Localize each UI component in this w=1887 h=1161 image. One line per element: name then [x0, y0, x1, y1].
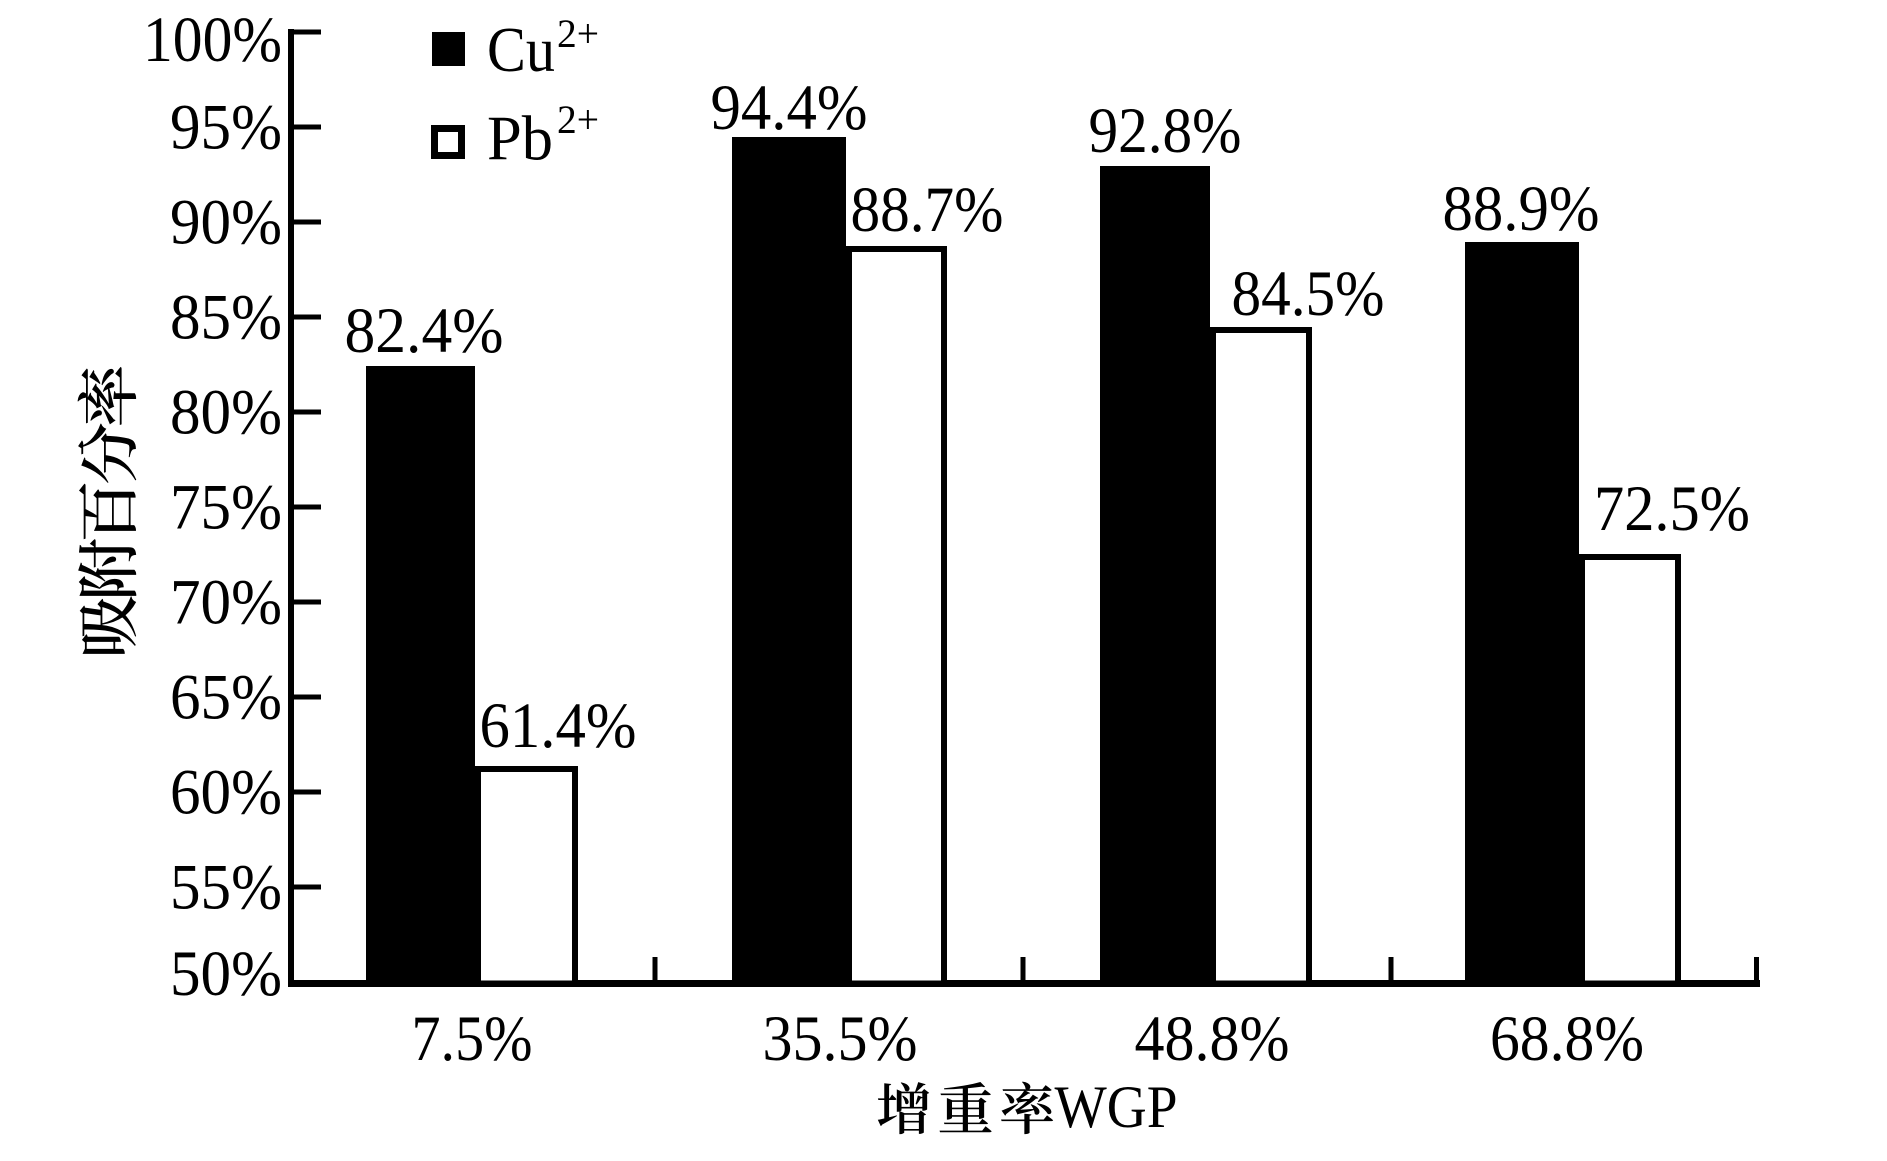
svg-text:84.5%: 84.5%: [1232, 258, 1385, 330]
svg-text:94.4%: 94.4%: [711, 72, 868, 144]
svg-text:61.4%: 61.4%: [480, 690, 637, 762]
svg-text:55%: 55%: [170, 852, 282, 924]
svg-text:68.8%: 68.8%: [1490, 1003, 1644, 1075]
svg-text:88.7%: 88.7%: [851, 174, 1004, 246]
svg-text:WGP: WGP: [1055, 1074, 1178, 1140]
svg-text:65%: 65%: [170, 662, 282, 734]
svg-text:88.9%: 88.9%: [1443, 173, 1600, 245]
svg-text:Pb: Pb: [487, 104, 553, 174]
svg-text:100%: 100%: [143, 4, 282, 76]
svg-text:75%: 75%: [170, 472, 282, 544]
svg-text:70%: 70%: [170, 567, 282, 639]
svg-text:48.8%: 48.8%: [1135, 1003, 1290, 1075]
svg-text:7.5%: 7.5%: [412, 1003, 533, 1075]
svg-text:90%: 90%: [170, 187, 282, 259]
svg-text:95%: 95%: [170, 92, 282, 164]
svg-text:50%: 50%: [170, 938, 282, 1010]
svg-text:2+: 2+: [557, 11, 599, 56]
svg-text:85%: 85%: [170, 282, 282, 354]
svg-text:72.5%: 72.5%: [1594, 473, 1750, 545]
svg-text:35.5%: 35.5%: [763, 1003, 918, 1075]
svg-text:92.8%: 92.8%: [1089, 95, 1242, 167]
svg-text:82.4%: 82.4%: [345, 295, 504, 367]
svg-text:60%: 60%: [170, 757, 282, 829]
svg-text:80%: 80%: [170, 377, 282, 449]
svg-text:2+: 2+: [557, 97, 599, 142]
svg-text:Cu: Cu: [487, 15, 555, 85]
